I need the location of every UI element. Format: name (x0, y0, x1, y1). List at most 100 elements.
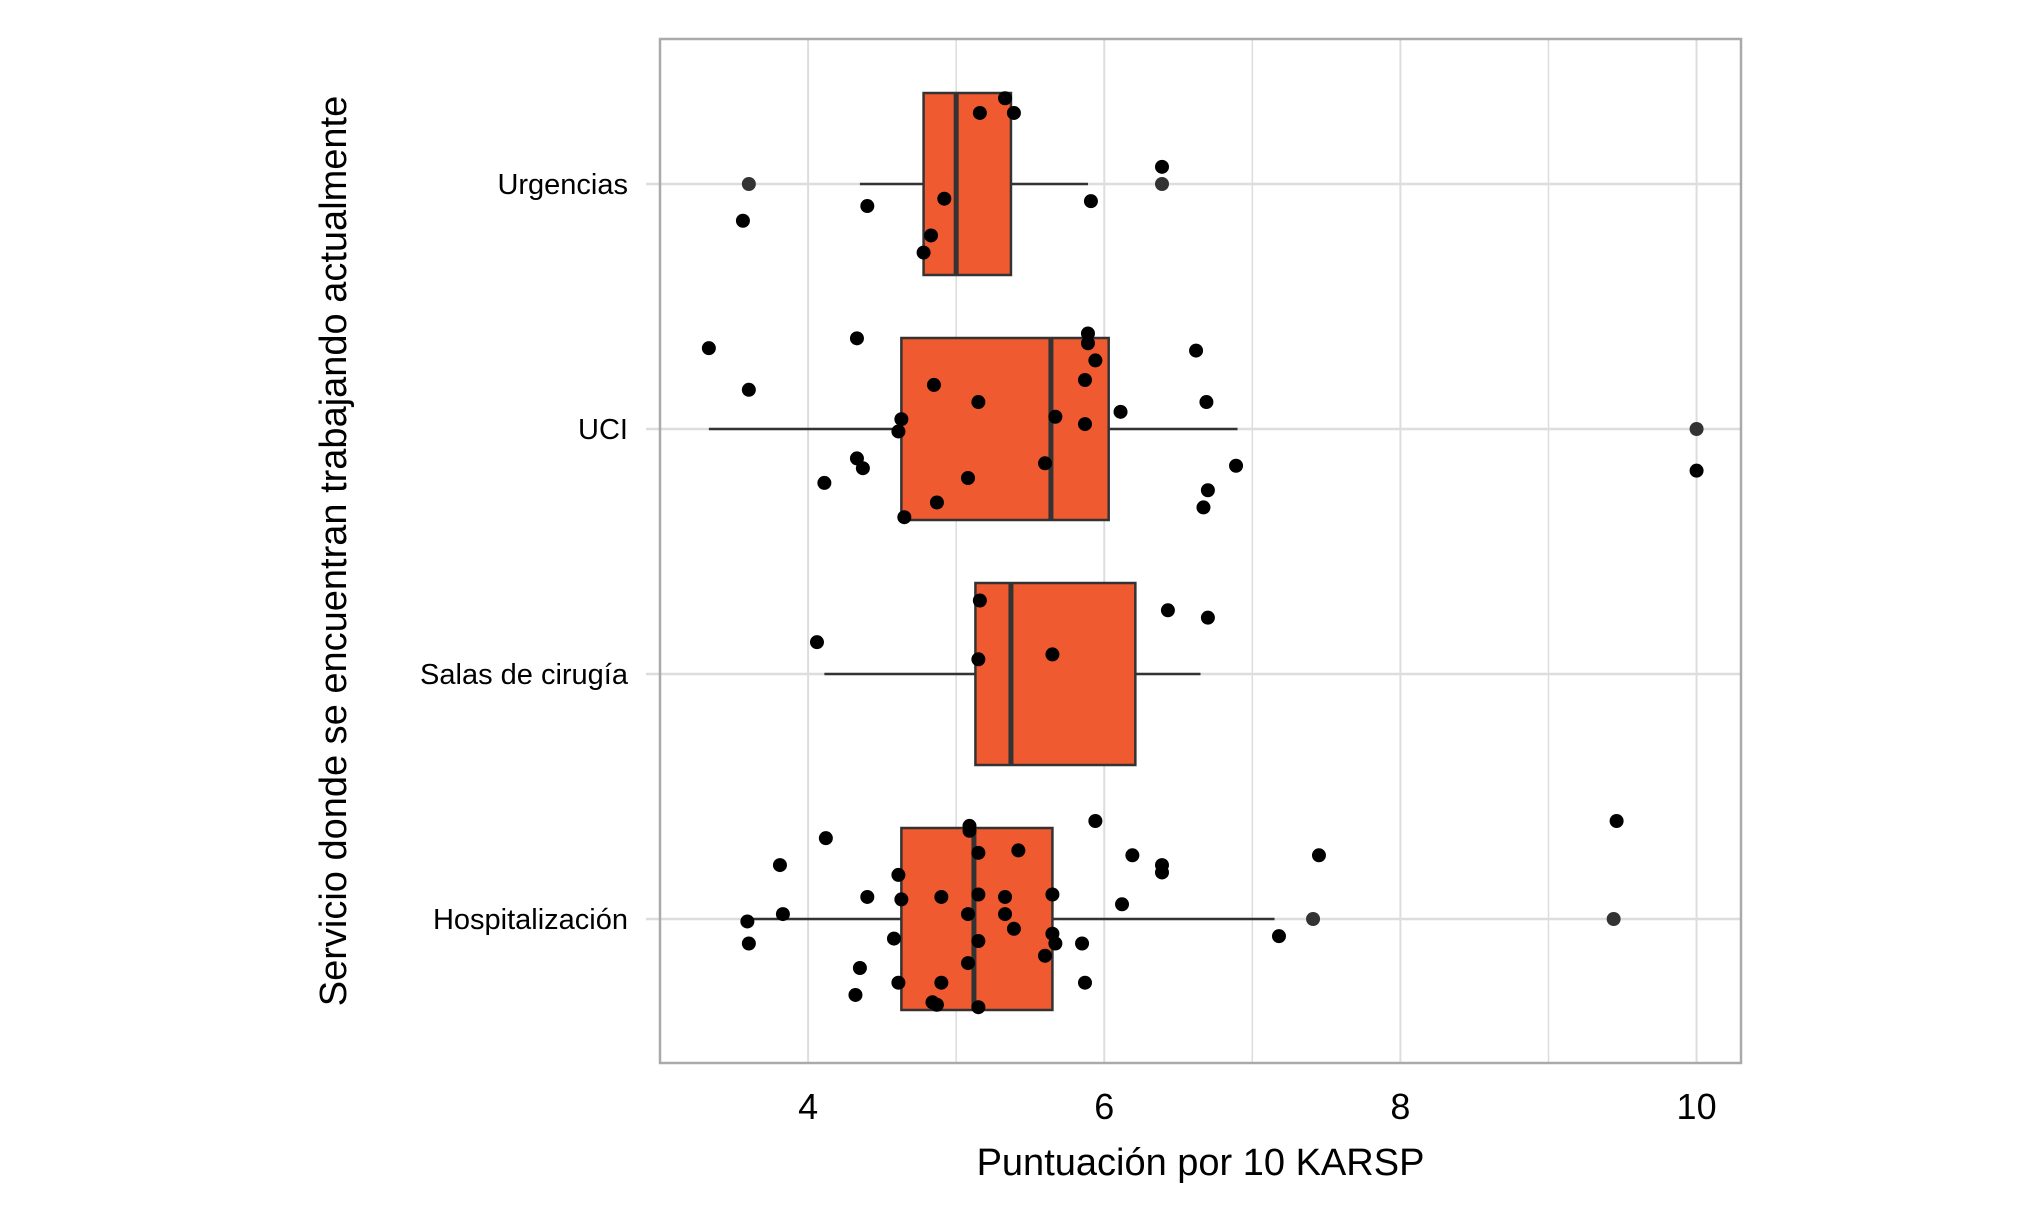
jitter-point (961, 471, 976, 485)
y-tick-label: UCI (578, 414, 628, 446)
jitter-point (1038, 456, 1053, 471)
jitter-point (1271, 929, 1286, 944)
jitter-point (894, 892, 909, 907)
jitter-point (860, 199, 875, 214)
jitter-point (971, 934, 986, 949)
jitter-point (1088, 353, 1103, 368)
jitter-point (1080, 336, 1095, 351)
jitter-point (1609, 814, 1624, 828)
jitter-point (1189, 343, 1204, 358)
jitter-point (1160, 603, 1175, 618)
jitter-point (971, 845, 986, 860)
jitter-point (849, 331, 864, 346)
jitter-point (971, 395, 986, 410)
box (922, 91, 1013, 277)
y-axis-title: Servicio donde se encuentran trabajando … (313, 96, 355, 1007)
jitter-point (934, 889, 949, 904)
jitter-point (855, 461, 870, 476)
grid (646, 39, 1741, 1063)
jitter-point (886, 931, 901, 946)
jitter-point (860, 889, 875, 904)
outlier-point (1154, 177, 1169, 191)
jitter-point (1113, 404, 1128, 419)
jitter-point (741, 382, 756, 397)
y-tick-labels: Urgencias UCI Salas de cirugía Hospitalizac… (420, 169, 629, 936)
jitter-point (962, 823, 977, 838)
jitter-point (1048, 936, 1063, 951)
outlier-point (1606, 912, 1621, 926)
jitter-point (848, 987, 863, 1002)
jitter-point (1006, 921, 1021, 936)
y-tick-label: Urgencias (497, 169, 628, 201)
outlier-point (1306, 912, 1321, 926)
jitter-point (1229, 458, 1244, 473)
points (701, 91, 1704, 1015)
jitter-point (929, 495, 944, 510)
jitter-point (1045, 887, 1060, 902)
jitter-point (926, 377, 941, 392)
jitter-point (1200, 483, 1215, 498)
jitter-point (972, 593, 987, 608)
jitter-point (740, 914, 755, 929)
jitter-point (1088, 814, 1103, 828)
jitter-point (897, 510, 912, 525)
x-tick-label: 8 (1390, 1086, 1410, 1127)
x-tick-label: 10 (1677, 1086, 1717, 1127)
panel-border (658, 37, 1743, 1065)
outlier-point (741, 177, 756, 191)
jitter-point (929, 997, 944, 1012)
outlier-point (1689, 422, 1704, 436)
jitter-point (852, 961, 867, 975)
x-tick-label: 4 (798, 1086, 818, 1127)
jitter-point (1199, 395, 1214, 410)
jitter-point (1154, 159, 1169, 174)
jitter-point (971, 652, 986, 667)
jitter-point (1077, 417, 1092, 432)
jitter-point (818, 831, 833, 846)
jitter-point (923, 228, 938, 243)
jitter-point (961, 907, 976, 922)
jitter-point (998, 889, 1013, 904)
y-tick-label: Salas de cirugía (420, 659, 629, 691)
jitter-point (961, 956, 976, 971)
jitter-point (1038, 948, 1053, 963)
jitter-point (1200, 610, 1215, 625)
jitter-point (1045, 647, 1060, 662)
boxes (708, 91, 1275, 1012)
jitter-point (894, 412, 909, 427)
jitter-point (1080, 326, 1095, 341)
jitter-point (1077, 373, 1092, 387)
x-axis-title: Puntuación por 10 KARSP (977, 1142, 1425, 1184)
jitter-point (1115, 897, 1130, 912)
box (974, 581, 1137, 767)
jitter-point (971, 1000, 986, 1015)
jitter-point (998, 91, 1013, 106)
jitter-point (1011, 843, 1026, 858)
x-tick-labels: 4 6 8 10 (798, 1086, 1717, 1127)
jitter-point (701, 341, 716, 356)
jitter-point (817, 475, 832, 490)
jitter-point (891, 975, 906, 990)
jitter-point (1006, 105, 1021, 120)
jitter-point (1196, 500, 1211, 515)
jitter-point (1077, 975, 1092, 990)
jitter-point (809, 635, 824, 650)
jitter-point (775, 907, 790, 922)
jitter-point (741, 936, 756, 951)
jitter-point (1689, 463, 1704, 478)
jitter-point (937, 191, 952, 206)
jitter-point (1075, 936, 1090, 951)
jitter-point (735, 213, 750, 228)
jitter-point (891, 867, 906, 882)
jitter-point (1048, 409, 1063, 424)
jitter-point (972, 105, 987, 120)
x-tick-label: 6 (1094, 1086, 1114, 1127)
jitter-point (1083, 194, 1098, 209)
jitter-point (1311, 848, 1326, 863)
jitter-point (934, 975, 949, 990)
box (900, 336, 1110, 522)
jitter-point (971, 887, 986, 902)
jitter-point (998, 907, 1013, 922)
y-tick-label: Hospitalización (433, 904, 628, 936)
